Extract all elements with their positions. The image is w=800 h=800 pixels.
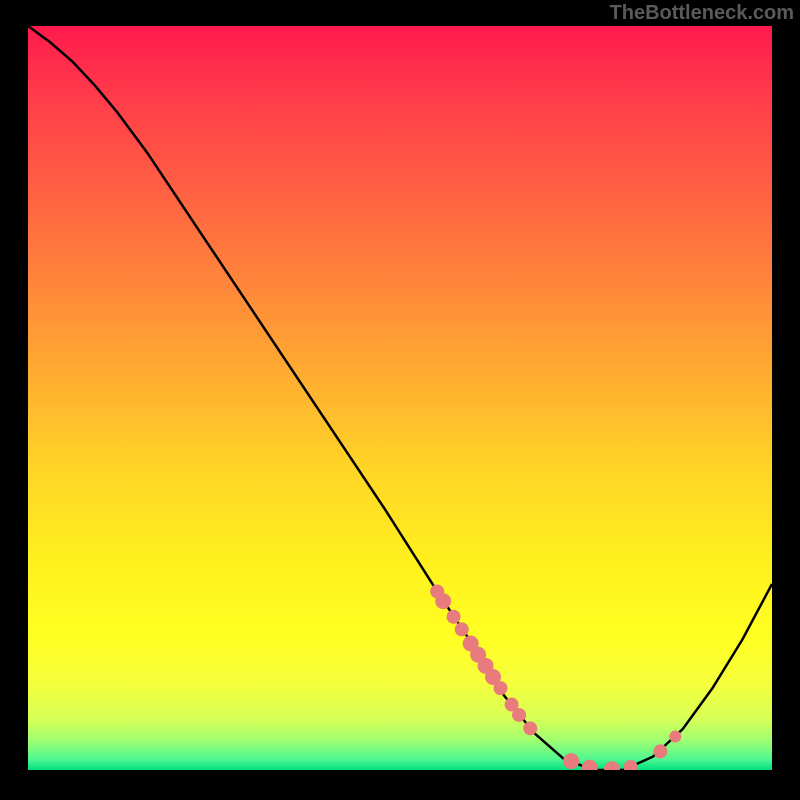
chart-background bbox=[28, 26, 772, 770]
marker-point bbox=[653, 744, 667, 758]
marker-point bbox=[563, 753, 579, 769]
marker-point bbox=[523, 721, 537, 735]
chart-svg bbox=[28, 26, 772, 770]
marker-point bbox=[455, 622, 469, 636]
marker-point bbox=[512, 708, 526, 722]
watermark-text: TheBottleneck.com bbox=[610, 2, 794, 25]
marker-point bbox=[493, 681, 507, 695]
chart-plot bbox=[28, 26, 772, 770]
marker-point bbox=[669, 731, 681, 743]
marker-point bbox=[435, 593, 451, 609]
marker-point bbox=[447, 610, 461, 624]
